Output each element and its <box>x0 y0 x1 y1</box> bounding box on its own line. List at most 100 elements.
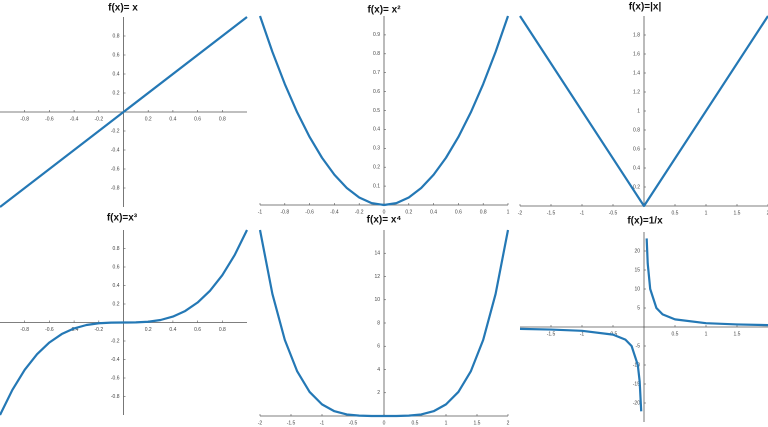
x-tick-label: -1 <box>580 210 585 216</box>
x-tick-label: -0.6 <box>45 116 54 122</box>
y-tick-label: 0.3 <box>373 146 380 152</box>
y-tick-label: 20 <box>634 248 640 254</box>
x-tick-label: 0.2 <box>145 327 152 333</box>
function-panel: -2 -1.5 -1 -0.5 0 0.5 1 1.5 2 2 4 6 8 10 12 14 f(x)= x⁴ <box>258 215 510 427</box>
y-tick-label: 0.7 <box>373 70 380 76</box>
y-tick-label: 14 <box>374 251 380 257</box>
function-curve <box>258 229 510 418</box>
y-tick-label: -0.2 <box>111 128 120 134</box>
x-tick-label: 1.5 <box>734 331 741 337</box>
chart-title: f(x)=1/x <box>627 216 663 227</box>
x-tick-label: 0.4 <box>169 327 176 333</box>
x-tick-label: -0.8 <box>280 209 289 215</box>
function-panel: -1 -0.8 -0.6 -0.4 -0.2 0 0.2 0.4 0.6 0.8 1 0.1 0.2 0.… <box>258 5 510 216</box>
x-tick-label: 0 <box>383 209 386 215</box>
y-tick-label: 0.2 <box>633 184 640 190</box>
y-tick-label: 1.2 <box>633 89 640 95</box>
function-curve <box>519 238 768 412</box>
function-curve <box>0 16 248 208</box>
x-tick-label: 0 <box>383 420 386 426</box>
y-tick-label: 0.4 <box>113 71 120 77</box>
function-panel: -1.5 -1 -0.5 0.5 1 1.5-20-15-10-55101520f(x)=… <box>519 216 768 422</box>
x-tick-label: 0.2 <box>405 209 412 215</box>
x-tick-label: 0.4 <box>169 116 176 122</box>
x-tick-label: 1 <box>705 210 708 216</box>
y-tick-label: 0.4 <box>373 127 380 133</box>
x-tick-label: 0.2 <box>145 116 152 122</box>
y-tick-label: -20 <box>633 400 640 406</box>
y-tick-label: 12 <box>374 274 380 280</box>
x-tick-label: -0.6 <box>305 209 314 215</box>
x-tick-label: 1.5 <box>474 420 481 426</box>
y-tick-label: 0.2 <box>113 90 120 96</box>
x-tick-label: 1 <box>705 331 708 337</box>
x-tick-label: 2 <box>507 420 510 426</box>
y-tick-label: 0.4 <box>633 165 640 171</box>
x-tick-label: 0.5 <box>672 210 679 216</box>
y-tick-label: -0.4 <box>111 147 120 153</box>
x-tick-label: -0.2 <box>94 116 103 122</box>
x-tick-label: 0.5 <box>412 420 419 426</box>
function-panel: -0.8 -0.6 -0.4 -0.2 0.2 0.4 0.6 0.8 -0.8 -0.6 -0.4… <box>0 3 248 208</box>
x-tick-label: -0.4 <box>330 209 339 215</box>
x-tick-label: -0.5 <box>609 210 618 216</box>
y-tick-label: 0.4 <box>113 283 120 289</box>
x-tick-label: 1 <box>507 209 510 215</box>
y-tick-label: 5 <box>637 305 640 311</box>
x-tick-label: 0.4 <box>430 209 437 215</box>
x-tick-label: 0.8 <box>219 116 226 122</box>
y-tick-label: 0.6 <box>373 89 380 95</box>
function-curve <box>519 15 768 208</box>
y-tick-label: -0.6 <box>111 375 120 381</box>
y-tick-label: 1.6 <box>633 51 640 57</box>
y-tick-label: -0.8 <box>111 185 120 191</box>
x-tick-label: 1.5 <box>734 210 741 216</box>
y-tick-label: -15 <box>633 381 640 387</box>
x-tick-label: -0.2 <box>355 209 364 215</box>
y-tick-label: 1 <box>637 108 640 114</box>
y-tick-label: 0.2 <box>113 301 120 307</box>
y-tick-label: 0.1 <box>373 183 380 189</box>
x-tick-label: -1 <box>580 331 585 337</box>
chart-title: f(x)= x <box>108 3 138 14</box>
x-tick-label: 2 <box>767 210 768 216</box>
y-tick-label: 0.6 <box>113 52 120 58</box>
x-tick-label: -2 <box>518 210 523 216</box>
y-tick-label: 6 <box>377 344 380 350</box>
x-tick-label: -0.5 <box>349 420 358 426</box>
y-tick-label: 0.5 <box>373 108 380 114</box>
x-tick-label: 1 <box>445 420 448 426</box>
y-tick-label: 8 <box>377 320 380 326</box>
x-tick-label: 0.5 <box>672 331 679 337</box>
x-tick-label: -0.8 <box>20 116 29 122</box>
y-tick-label: 0.6 <box>633 146 640 152</box>
y-tick-label: -0.6 <box>111 166 120 172</box>
x-tick-label: -0.2 <box>94 327 103 333</box>
y-tick-label: 10 <box>374 297 380 303</box>
y-tick-label: -0.2 <box>111 338 120 344</box>
x-tick-label: -2 <box>258 420 263 426</box>
x-tick-label: -1 <box>258 209 263 215</box>
y-tick-label: 4 <box>377 367 380 373</box>
x-tick-label: 0.8 <box>219 327 226 333</box>
function-panel: -2 -1.5 -1 -0.5 0.5 1 1.5 2 0.2 0.4 0.6 0.8 1 1.2 1.4 1… <box>518 2 768 216</box>
y-tick-label: 0.8 <box>113 246 120 252</box>
y-tick-label: 0.8 <box>373 51 380 57</box>
y-tick-label: -0.8 <box>111 394 120 400</box>
function-curve <box>0 229 248 416</box>
x-tick-label: -1 <box>320 420 325 426</box>
chart-title: f(x)=x³ <box>107 213 138 224</box>
y-tick-label: -5 <box>636 343 641 349</box>
x-tick-label: -0.6 <box>45 327 54 333</box>
y-tick-label: 2 <box>377 390 380 396</box>
y-tick-label: 0.9 <box>373 32 380 38</box>
chart-title: f(x)=|x| <box>629 2 662 13</box>
x-tick-label: -1.5 <box>287 420 296 426</box>
y-tick-label: -0.4 <box>111 357 120 363</box>
x-tick-label: 0.6 <box>455 209 462 215</box>
x-tick-label: 0.6 <box>194 327 201 333</box>
x-tick-label: -0.4 <box>70 116 79 122</box>
y-tick-label: 0.2 <box>373 165 380 171</box>
y-tick-label: 0.6 <box>113 264 120 270</box>
